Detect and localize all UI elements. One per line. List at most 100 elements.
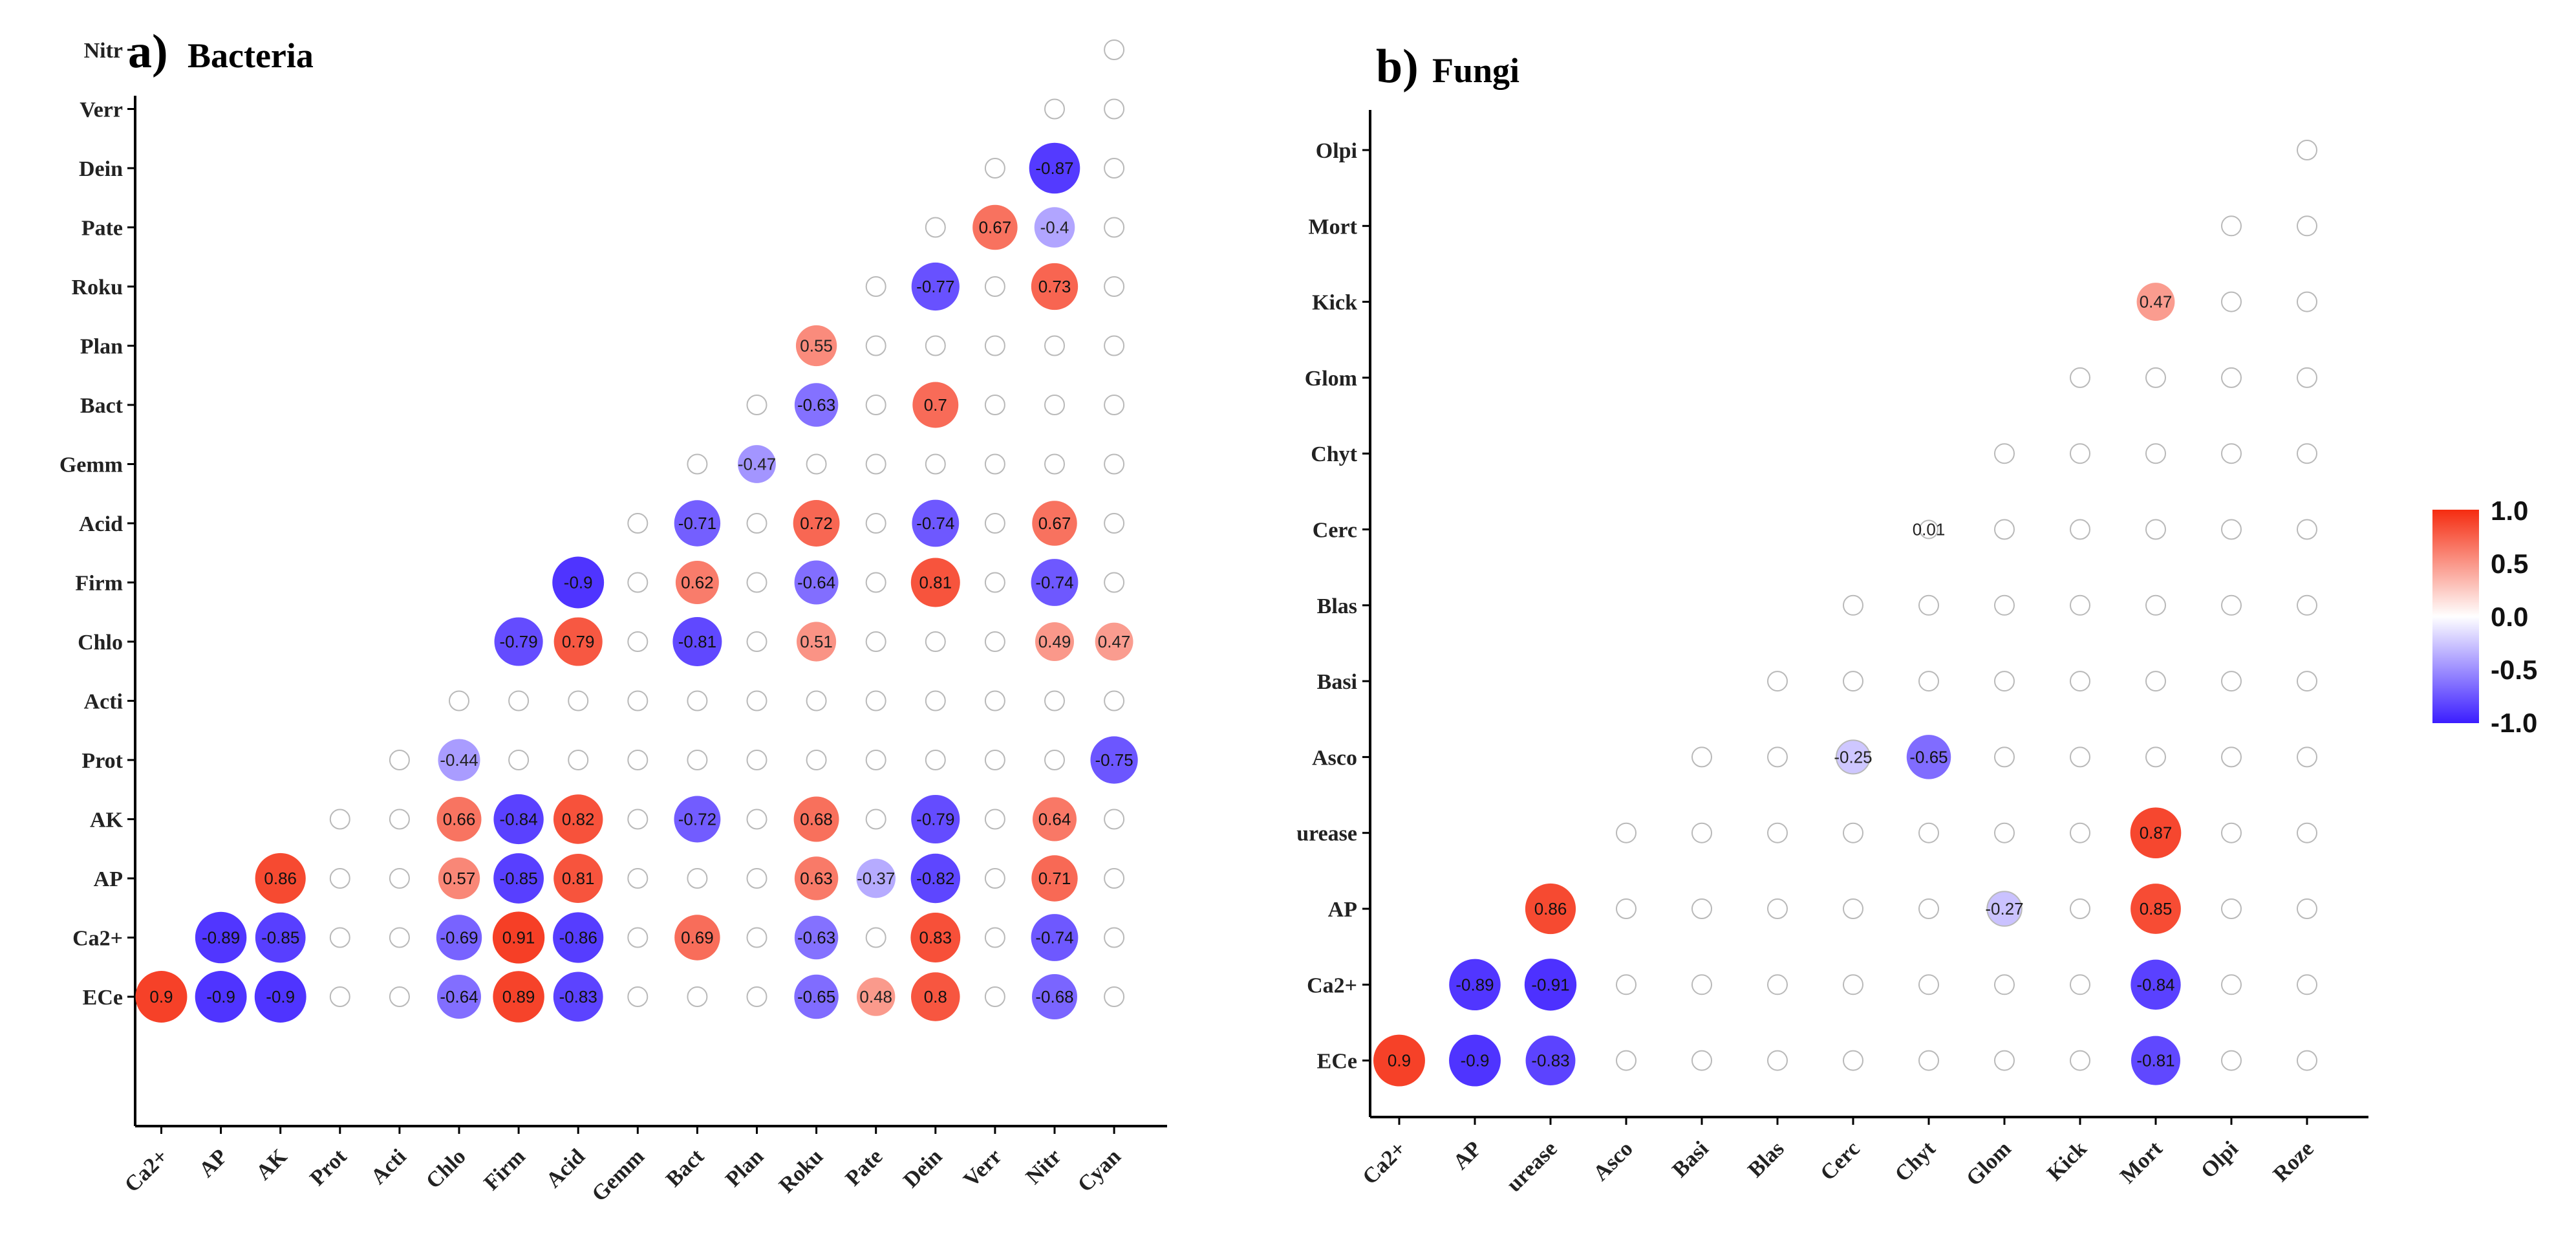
bacteria-empty-marker: [627, 690, 649, 711]
bacteria-empty-marker: [746, 809, 767, 830]
bacteria-corr-label: -0.69: [440, 928, 478, 948]
fungi-empty-marker: [2145, 671, 2166, 692]
fungi-x-labels: Ca2+ AP urease Asco Basi Blas Cerc Chyt Glom Kick…: [1358, 1117, 2319, 1197]
bacteria-cell-prot-bact: [687, 750, 708, 770]
fungi-corr-circle: [2130, 807, 2182, 859]
bacteria-cell-chlo-roku: 0.51: [797, 622, 837, 662]
fungi-corr-circle: [1525, 883, 1576, 935]
fungi-cell-asco-mort: [2145, 746, 2166, 768]
bacteria-cell-plan-verr: [984, 335, 1005, 356]
bacteria-cell-firm-gemm: [627, 572, 649, 593]
bacteria-cell-pate-nitr: -0.4: [1034, 207, 1075, 248]
fungi-empty-marker: [1691, 898, 1712, 919]
bacteria-cell-pate-cyan: [1104, 217, 1125, 238]
bacteria-cell-chlo-plan: [746, 631, 767, 652]
bacteria-empty-marker: [627, 868, 649, 889]
bacteria-corr-label: -0.86: [559, 928, 597, 948]
fungi-cell-blas-chyt: [1918, 594, 1939, 616]
fungi-y-labels: Olpi Mort Kick Glom Chyt Cerc Blas Basi Asco urea…: [1296, 139, 1370, 1074]
bacteria-empty-marker: [925, 690, 946, 711]
bacteria-cell-chlo-verr: [984, 631, 1005, 652]
bacteria-cell-ak-roku: 0.68: [793, 796, 839, 842]
fungi-empty-marker: [1843, 822, 1863, 843]
bacteria-empty-marker: [865, 927, 886, 948]
bacteria-corr-circle: [1032, 974, 1077, 1019]
bacteria-corr-label: -0.71: [678, 514, 716, 533]
bacteria-corr-circle: [553, 794, 603, 844]
bacteria-corr-circle: [912, 499, 960, 547]
bacteria-corr-circle: [1032, 501, 1077, 546]
bacteria-cell-ece-gemm: [627, 986, 649, 1007]
fungi-empty-marker: [1616, 898, 1637, 919]
bacteria-corr-label: 0.51: [800, 632, 833, 651]
bacteria-empty-marker: [329, 868, 350, 889]
bacteria-corr-label: -0.87: [1035, 158, 1073, 178]
bacteria-cell-prot-chlo: -0.44: [438, 739, 480, 781]
fungi-cell-urease-cerc: [1843, 822, 1863, 843]
fungi-cell-asco-basi: [1691, 746, 1712, 768]
bacteria-x-label-roku: Roku: [775, 1144, 828, 1197]
bacteria-cell-ca2plus-verr: [984, 927, 1005, 948]
bacteria-corr-circle: [494, 617, 543, 666]
fungi-corr-label: -0.89: [1455, 975, 1494, 994]
bacteria-cell-prot-pate: [865, 750, 886, 770]
fungi-empty-marker: [1994, 443, 2015, 464]
bacteria-cell-ca2plus-cyan: [1104, 927, 1125, 948]
bacteria-cell-roku-dein: -0.77: [911, 262, 960, 311]
fungi-cell-glom-olpi: [2221, 367, 2242, 388]
bacteria-cell-prot-roku: [806, 750, 827, 770]
bacteria-empty-marker: [984, 335, 1005, 356]
bacteria-corr-circle: [1029, 142, 1080, 194]
fungi-empty-marker: [2070, 443, 2090, 464]
bacteria-empty-marker: [984, 690, 1005, 711]
fungi-empty-marker: [1994, 746, 2015, 768]
bacteria-corr-circle: [1031, 914, 1079, 961]
fungi-y-label-urease: urease: [1296, 822, 1357, 846]
bacteria-y-label-acti: Acti: [84, 690, 123, 714]
bacteria-cell-acti-roku: [806, 690, 827, 711]
bacteria-empty-marker: [984, 868, 1005, 889]
fungi-empty-marker: [1843, 974, 1863, 995]
bacteria-cell-ak-cyan: [1104, 809, 1125, 830]
bacteria-cell-bact-dein: 0.7: [912, 382, 959, 428]
bacteria-corr-label: 0.55: [800, 336, 833, 356]
bacteria-cell-firm-nitr: -0.74: [1031, 559, 1079, 606]
fungi-empty-marker: [2221, 898, 2242, 919]
bacteria-corr-circle: [675, 561, 719, 604]
bacteria-cell-ece-ap: -0.9: [195, 971, 247, 1023]
bacteria-cell-ap-prot: [329, 868, 350, 889]
bacteria-empty-marker: [746, 572, 767, 593]
bacteria-cell-acid-roku: 0.72: [793, 500, 840, 547]
bacteria-cell-ece-chlo: -0.64: [437, 975, 481, 1019]
fungi-x-label-glom: Glom: [1962, 1136, 2016, 1191]
fungi-cell-glom-roze: [2297, 367, 2317, 388]
bacteria-cell-chlo-cyan: 0.47: [1095, 622, 1133, 661]
fungi-corr-label: -0.9: [1461, 1051, 1490, 1070]
bacteria-empty-marker: [627, 986, 649, 1007]
fungi-y-label-basi: Basi: [1317, 670, 1357, 694]
fungi-empty-marker: [1616, 822, 1637, 843]
fungi-cell-basi-olpi: [2221, 671, 2242, 692]
bacteria-cell-bact-roku: -0.63: [794, 383, 839, 427]
bacteria-corr-circle: [438, 857, 480, 900]
bacteria-cell-chlo-pate: [865, 631, 886, 652]
bacteria-empty-marker: [984, 809, 1005, 830]
bacteria-corr-label: 0.67: [1038, 514, 1071, 533]
bacteria-cell-nitr-cyan: [1104, 39, 1125, 60]
legend-tick-3: 0.0: [2491, 602, 2528, 632]
bacteria-cell-ece-prot: [329, 986, 350, 1007]
bacteria-corr-circle: [794, 560, 839, 605]
bacteria-cell-ap-ak: 0.86: [255, 852, 306, 904]
bacteria-cell-acti-verr: [984, 690, 1005, 711]
fungi-cell-urease-asco: [1616, 822, 1637, 843]
fungi-cell-ap-olpi: [2221, 898, 2242, 919]
fungi-empty-marker: [2070, 1050, 2090, 1071]
fungi-empty-marker: [2145, 443, 2166, 464]
color-legend: 1.0 0.5 0.0 -0.5 -1.0: [2432, 495, 2537, 738]
bacteria-corr-label: -0.82: [916, 869, 954, 888]
bacteria-x-label-nitr: Nitr: [1022, 1144, 1066, 1189]
bacteria-corr-label: -0.77: [916, 277, 954, 296]
bacteria-empty-marker: [984, 453, 1005, 475]
bacteria-corr-label: -0.65: [797, 987, 835, 1006]
